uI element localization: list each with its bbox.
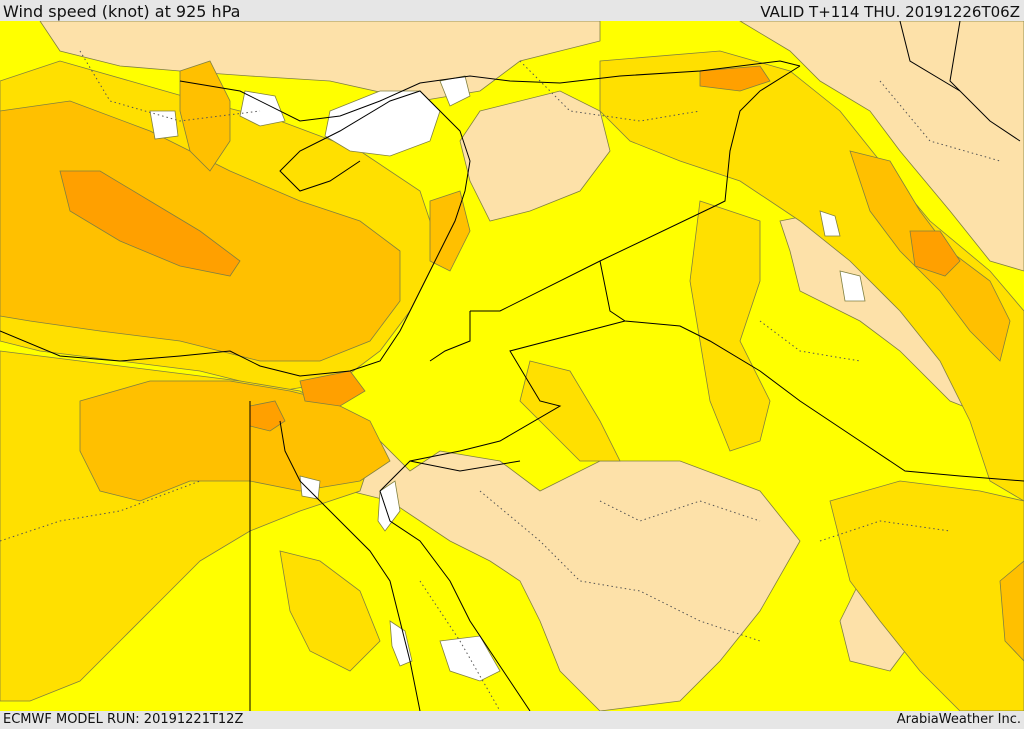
footer-bar: ECMWF MODEL RUN: 20191221T12Z ArabiaWeat…: [0, 711, 1024, 729]
valid-time-label: VALID T+114 THU. 20191226T06Z: [760, 3, 1020, 21]
title-bar: Wind speed (knot) at 925 hPa VALID T+114…: [0, 0, 1024, 21]
wind-speed-map: [0, 21, 1024, 711]
map-canvas: [0, 21, 1024, 711]
credit-label: ArabiaWeather Inc.: [896, 712, 1021, 727]
map-title: Wind speed (knot) at 925 hPa: [3, 2, 241, 21]
borders: [0, 21, 1024, 711]
model-run-label: ECMWF MODEL RUN: 20191221T12Z: [3, 712, 244, 727]
dotted-boundaries: [0, 50, 1001, 711]
max-wind-regions: [59, 65, 961, 432]
